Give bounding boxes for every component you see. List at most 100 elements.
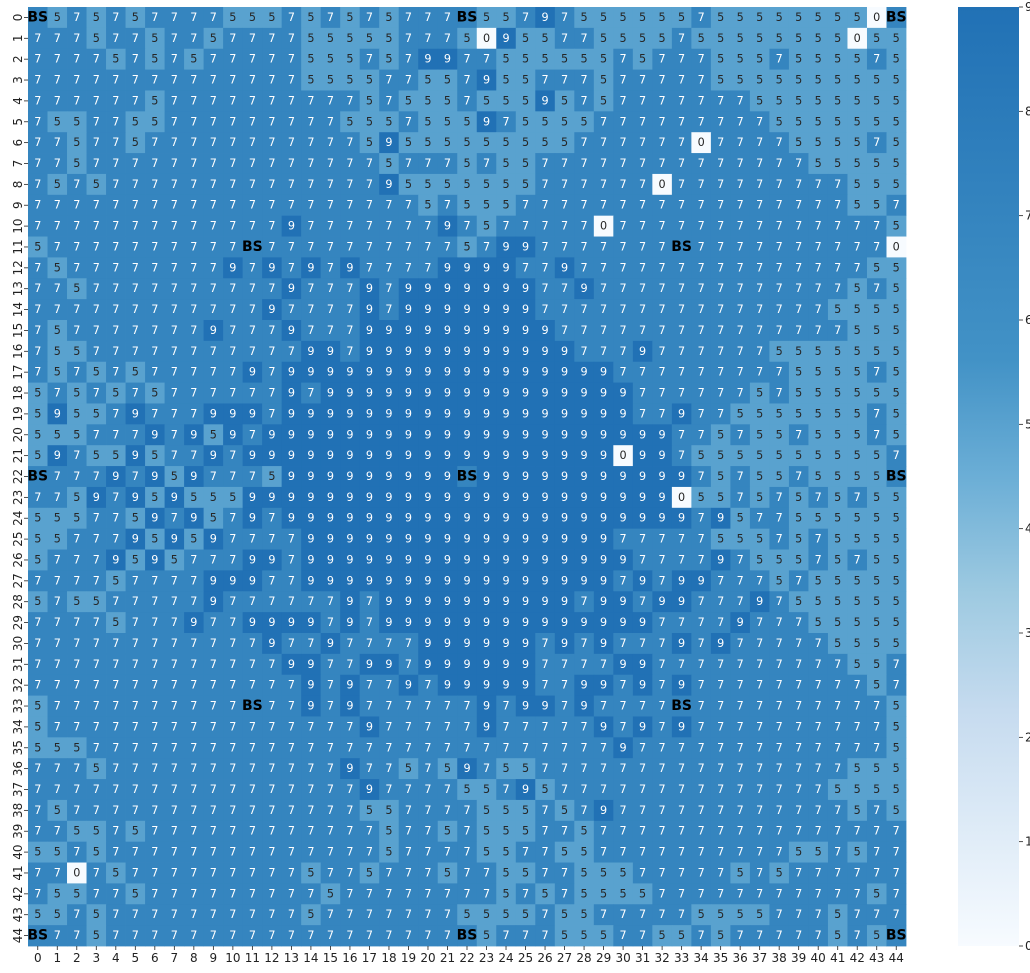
colorbar-tick-label: 6 [1025,313,1030,327]
heatmap-cell [340,69,361,91]
cell-value-label: 9 [717,553,724,566]
cell-value-label: 7 [73,679,80,692]
cell-value-label: 9 [522,387,529,400]
cell-value-label: 7 [190,825,197,838]
x-tick-label: 27 [557,951,572,965]
heatmap-cell [145,278,165,300]
heatmap-cell [418,257,439,279]
cell-value-label: 7 [698,345,705,358]
heatmap-cell [515,215,536,237]
cell-value-label: 5 [795,595,802,608]
cell-value-label: 9 [502,574,509,587]
cell-value-label: 7 [795,783,802,796]
heatmap-cell [262,299,283,321]
cell-value-label: 7 [737,887,744,900]
cell-value-label: 7 [229,700,236,713]
cell-value-label: 7 [268,407,275,420]
cell-value-label: 5 [854,846,861,859]
cell-value-label: 9 [522,449,529,462]
cell-value-label: 7 [483,866,490,879]
heatmap-cell [866,7,887,29]
cell-value-label: 5 [893,157,900,170]
cell-value-label: 7 [288,261,295,274]
heatmap-cell [223,299,244,321]
cell-value-label: 7 [132,908,139,921]
cell-value-label: 7 [93,887,100,900]
cell-value-label: 5 [93,407,100,420]
cell-value-label: 9 [463,303,470,316]
cell-value-label: 7 [561,220,568,233]
cell-value-label: 7 [620,261,627,274]
heatmap-cell [730,173,751,196]
heatmap-cell [847,132,868,154]
cell-value-label: 7 [678,115,685,128]
cell-value-label: 7 [444,199,451,212]
cell-value-label: 9 [463,595,470,608]
cell-value-label: 7 [151,700,158,713]
cell-value-label: 5 [424,136,431,149]
heatmap-cell [359,299,380,321]
cell-value-label: 7 [795,866,802,879]
cell-value-label: 7 [171,407,178,420]
heatmap-cell [164,90,185,112]
cell-value-label: 5 [795,345,802,358]
cell-value-label: 9 [698,574,705,587]
cell-value-label: 5 [54,512,61,525]
cell-value-label: 7 [737,929,744,942]
cell-value-label: 7 [698,387,705,400]
cell-value-label: 9 [444,220,451,233]
heatmap-cell [886,173,907,196]
cell-value-label: 9 [717,637,724,650]
heatmap-cell [86,90,107,112]
cell-value-label: 7 [268,94,275,107]
heatmap-cell [359,194,380,217]
cell-value-label: 7 [268,115,275,128]
heatmap-cell [125,48,146,70]
cell-value-label: 7 [737,303,744,316]
cell-value-label: 7 [132,929,139,942]
cell-value-label: 9 [288,658,295,671]
cell-value-label: 7 [463,720,470,733]
heatmap-cell [457,173,478,196]
cell-value-label: 9 [541,407,548,420]
cell-value-label: 5 [151,491,158,504]
cell-value-label: 5 [444,178,451,191]
cell-value-label: 5 [385,32,392,45]
x-tick-label: 34 [693,951,708,965]
heatmap-cell [749,194,770,217]
cell-value-label: 7 [795,887,802,900]
heatmap-cell [671,90,692,112]
cell-value-label: 7 [756,887,763,900]
cell-value-label: 5 [54,345,61,358]
cell-value-label: 7 [483,53,490,66]
cell-value-label: 5 [834,428,841,441]
cell-value-label: 5 [873,345,880,358]
heatmap-cell [866,132,887,154]
cell-value-label: 7 [698,115,705,128]
cell-value-label: 7 [229,53,236,66]
cell-value-label: 7 [561,887,568,900]
cell-value-label: 7 [620,762,627,775]
cell-value-label: 7 [268,908,275,921]
heatmap-cell [47,236,68,258]
cell-value-label: 5 [795,512,802,525]
cell-value-label: 7 [463,220,470,233]
cell-value-label: 7 [249,470,256,483]
heatmap-cell [632,27,653,50]
cell-value-label: 7 [795,929,802,942]
cell-value-label: 9 [581,387,588,400]
cell-value-label: 9 [268,491,275,504]
cell-value-label: 7 [54,637,61,650]
cell-value-label: 7 [756,825,763,838]
cell-value-label: 7 [385,303,392,316]
cell-value-label: 7 [893,658,900,671]
heatmap-cell [847,153,868,175]
cell-value-label: 7 [210,94,217,107]
cell-value-label: 7 [620,908,627,921]
heatmap-cell [574,111,595,133]
cell-value-label: 5 [854,94,861,107]
cell-value-label: 9 [424,658,431,671]
cell-value-label: 5 [151,32,158,45]
cell-value-label: 9 [249,616,256,629]
y-tick-label: 10 [11,218,25,233]
